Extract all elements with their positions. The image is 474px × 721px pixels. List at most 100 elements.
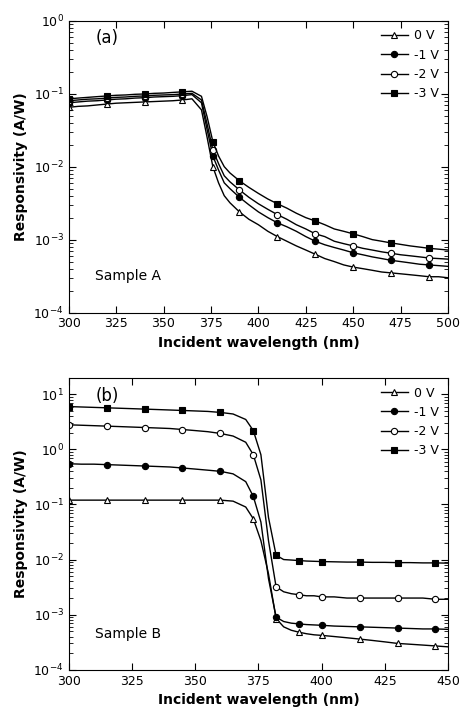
0 V xyxy=(281,622,286,631)
-2 V xyxy=(265,536,271,545)
-3 V xyxy=(180,87,185,96)
-2 V xyxy=(274,211,280,219)
-2 V xyxy=(296,590,301,599)
-1 V xyxy=(265,575,271,583)
-2 V xyxy=(382,593,388,602)
-2 V xyxy=(436,255,441,263)
-3 V xyxy=(66,402,72,411)
-3 V xyxy=(189,87,195,96)
-3 V xyxy=(227,169,233,177)
Text: Sample B: Sample B xyxy=(95,627,161,640)
-2 V xyxy=(246,193,252,202)
0 V xyxy=(388,268,394,277)
0 V xyxy=(360,265,365,273)
-2 V xyxy=(331,593,337,601)
-1 V xyxy=(104,460,109,469)
-2 V xyxy=(180,89,185,98)
0 V xyxy=(75,102,81,111)
-3 V xyxy=(265,195,271,203)
-1 V xyxy=(85,97,91,105)
-1 V xyxy=(104,96,109,105)
-3 V xyxy=(258,451,264,459)
-3 V xyxy=(395,558,401,567)
0 V xyxy=(210,162,216,171)
-1 V xyxy=(426,260,432,269)
-3 V xyxy=(311,557,317,565)
0 V xyxy=(357,634,363,643)
-2 V xyxy=(303,225,309,234)
-2 V xyxy=(129,423,135,431)
-2 V xyxy=(293,221,299,229)
-1 V xyxy=(66,459,72,468)
-1 V xyxy=(117,461,122,469)
-3 V xyxy=(66,94,72,103)
0 V xyxy=(142,496,147,505)
0 V xyxy=(142,97,147,106)
-2 V xyxy=(230,432,236,441)
0 V xyxy=(293,242,299,250)
-3 V xyxy=(265,513,271,522)
-3 V xyxy=(322,221,328,229)
0 V xyxy=(369,636,375,645)
-2 V xyxy=(369,593,375,602)
-1 V xyxy=(433,624,438,633)
-2 V xyxy=(117,423,122,431)
-2 V xyxy=(433,595,438,603)
0 V xyxy=(426,273,432,281)
-1 V xyxy=(189,90,195,99)
-2 V xyxy=(341,239,346,248)
-3 V xyxy=(216,151,221,160)
-2 V xyxy=(66,97,72,105)
-2 V xyxy=(312,229,318,238)
-1 V xyxy=(75,97,81,106)
-1 V xyxy=(417,260,422,268)
-2 V xyxy=(151,91,157,99)
-2 V xyxy=(258,476,264,485)
0 V xyxy=(341,260,346,269)
-1 V xyxy=(322,240,328,249)
-3 V xyxy=(192,407,198,415)
0 V xyxy=(398,270,403,278)
0 V xyxy=(180,96,185,105)
Text: (b): (b) xyxy=(95,386,118,404)
-1 V xyxy=(379,255,384,263)
-3 V xyxy=(104,404,109,412)
0 V xyxy=(322,255,328,263)
0 V xyxy=(104,99,109,108)
Line: 0 V: 0 V xyxy=(65,96,451,281)
-1 V xyxy=(255,208,261,216)
-3 V xyxy=(369,235,375,244)
Line: -2 V: -2 V xyxy=(65,422,451,603)
-2 V xyxy=(288,589,294,598)
-1 V xyxy=(274,218,280,227)
0 V xyxy=(433,642,438,650)
-1 V xyxy=(258,518,264,526)
-1 V xyxy=(170,92,176,101)
-1 V xyxy=(312,237,318,246)
-3 V xyxy=(104,92,109,100)
0 V xyxy=(161,97,166,105)
-3 V xyxy=(288,556,294,565)
-1 V xyxy=(265,213,271,222)
-3 V xyxy=(274,200,280,208)
-2 V xyxy=(344,593,350,602)
-3 V xyxy=(312,217,318,226)
-1 V xyxy=(216,166,221,174)
-3 V xyxy=(129,404,135,413)
-2 V xyxy=(311,591,317,600)
-3 V xyxy=(420,559,426,567)
0 V xyxy=(407,270,413,279)
-3 V xyxy=(113,91,119,99)
-3 V xyxy=(255,189,261,198)
-3 V xyxy=(436,245,441,254)
-1 V xyxy=(407,624,413,633)
-2 V xyxy=(123,93,128,102)
-1 V xyxy=(180,464,185,472)
-2 V xyxy=(216,159,221,168)
-2 V xyxy=(113,93,119,102)
0 V xyxy=(250,515,256,523)
0 V xyxy=(227,198,233,207)
-2 V xyxy=(255,200,261,208)
-3 V xyxy=(388,239,394,247)
-2 V xyxy=(227,177,233,186)
